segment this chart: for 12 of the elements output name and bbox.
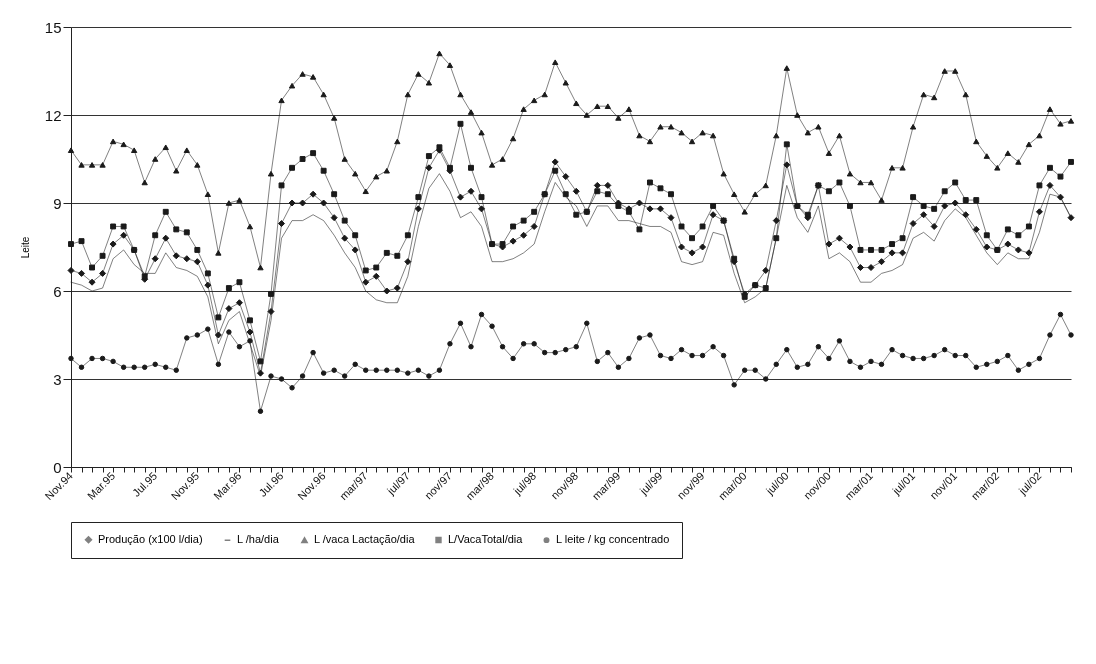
y-tick-label: 0 (53, 458, 62, 476)
y-tick-label: 6 (53, 282, 62, 300)
legend-label: L leite / kg concentrado (556, 533, 670, 546)
legend-label: L /ha/dia (237, 533, 280, 546)
legend-label: Produção (x100 l/dia) (98, 532, 203, 545)
y-axis-title: Leite (19, 236, 31, 259)
y-tick-label: 3 (53, 370, 62, 388)
legend-label: L/VacaTotal/dia (448, 533, 524, 546)
y-tick-label: 15 (44, 18, 62, 36)
y-tick-label: 12 (44, 106, 62, 124)
legend-label: L /vaca Lactação/dia (314, 533, 416, 546)
y-tick-label: 9 (53, 194, 62, 212)
